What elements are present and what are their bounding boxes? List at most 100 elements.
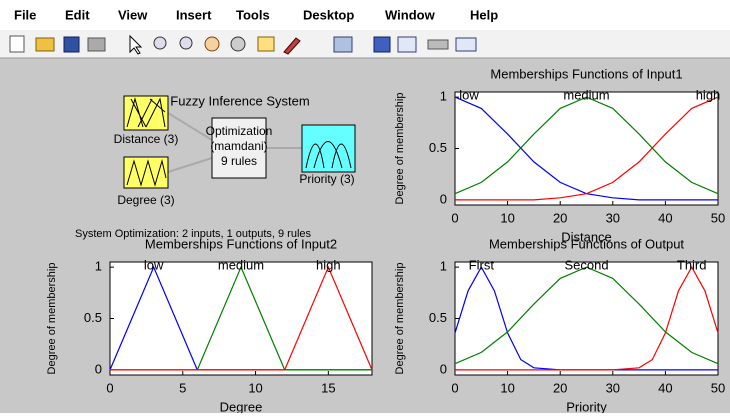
mf-label: low [144,257,164,272]
mf-label: medium [563,87,609,102]
print-icon[interactable] [87,37,106,52]
output-label: Priority (3) [299,172,354,186]
system-box[interactable] [211,117,267,179]
menu-item[interactable]: Desktop [303,7,354,22]
y-tick-label: 1 [440,89,447,104]
membership-curve [454,96,719,195]
link-icon[interactable] [333,36,353,53]
zoom-out-icon[interactable] [179,36,193,50]
menu-item[interactable]: Edit [65,7,90,22]
rotate-icon[interactable] [230,36,246,52]
x-tick-label: 5 [179,380,186,395]
mf-label: medium [218,257,264,272]
x-tick-label: 0 [106,380,113,395]
plot-title: Memberships Functions of Output [489,236,684,251]
show-tools-icon[interactable] [455,37,477,52]
mf-label: Second [564,257,608,272]
x-tick-label: 20 [553,380,567,395]
plot-title: Memberships Functions of Input1 [490,66,682,81]
mf-label: First [469,257,495,272]
fis-summary: System Optimization: 2 inputs, 1 outputs… [75,228,312,240]
output-box[interactable] [301,124,356,173]
menu-item[interactable]: Window [385,7,436,22]
membership-curve [110,265,373,371]
x-tick-label: 0 [451,380,458,395]
axes [454,91,719,206]
hide-tools-icon[interactable] [427,39,449,50]
pan-icon[interactable] [204,36,220,52]
system-label: (mamdani) [210,139,267,153]
menu-item[interactable]: Help [470,7,498,22]
plot: Memberships Functions of Input2 Degree Deg… [46,236,373,414]
y-tick-label: 0.5 [429,310,447,325]
y-tick-label: 0.5 [84,310,102,325]
brush-icon[interactable] [283,37,301,55]
toolbar [0,30,730,58]
y-tick-label: 0.5 [429,140,447,155]
connector [167,112,213,141]
y-axis-label: Degree of membership [394,93,406,205]
fis-title: Fuzzy Inference System [170,93,309,108]
zoom-in-icon[interactable] [153,36,167,50]
datatip-icon[interactable] [257,36,275,52]
plot-title: Memberships Functions of Input2 [145,236,337,251]
x-tick-label: 30 [606,380,620,395]
membership-curve [455,96,719,201]
system-label: 9 rules [221,154,257,168]
legend-icon[interactable] [397,36,417,53]
input-icon [126,159,167,187]
membership-curve [454,266,719,365]
menu-item[interactable]: View [118,7,148,22]
menu-bar [0,0,730,30]
x-tick-label: 10 [500,380,514,395]
menu-item[interactable]: Tools [236,7,270,22]
x-tick-label: 40 [658,380,672,395]
fis-diagram: Fuzzy Inference System Distance (3) Degr… [75,93,356,240]
x-tick-label: 10 [500,210,514,225]
y-axis-label: Degree of membership [394,263,406,375]
x-axis-label: Degree [220,399,263,413]
toolbar-icons [9,34,477,55]
x-tick-label: 20 [553,210,567,225]
open-icon[interactable] [35,37,55,52]
input-icon [126,97,166,128]
membership-curve [454,265,718,371]
input-label: Degree (3) [117,193,174,207]
x-tick-label: 15 [321,380,335,395]
system-label: Optimization [206,124,273,138]
y-tick-label: 0 [440,191,447,206]
axes [454,261,719,376]
menu-item[interactable]: File [14,7,36,22]
input-label: Distance (3) [114,132,179,146]
new-icon[interactable] [9,35,25,53]
x-tick-label: 50 [711,210,725,225]
save-icon[interactable] [63,36,80,53]
x-tick-label: 40 [658,210,672,225]
y-tick-label: 1 [95,259,102,274]
x-axis-label: Distance [561,229,612,244]
axes [109,261,373,376]
plot: Memberships Functions of Input1 Distance D… [394,66,725,244]
x-tick-label: 10 [248,380,262,395]
y-tick-label: 0 [95,361,102,376]
menu-item[interactable]: Insert [176,7,212,22]
plot: Memberships Functions of Output Priority D… [394,236,725,414]
x-tick-label: 50 [711,380,725,395]
pointer-icon[interactable] [129,34,143,55]
x-tick-label: 0 [451,210,458,225]
membership-curve [455,265,719,371]
y-tick-label: 0 [440,361,447,376]
mf-label: Third [677,257,707,272]
output-icon [305,141,352,169]
y-tick-label: 1 [440,259,447,274]
connector [167,157,213,173]
y-axis-label: Degree of membership [46,263,58,375]
colorbar-icon[interactable] [373,36,391,53]
mf-label: high [696,87,721,102]
mf-label: high [316,257,341,272]
x-axis-label: Priority [566,399,607,413]
mf-label: low [459,87,479,102]
input-box[interactable] [123,156,169,189]
